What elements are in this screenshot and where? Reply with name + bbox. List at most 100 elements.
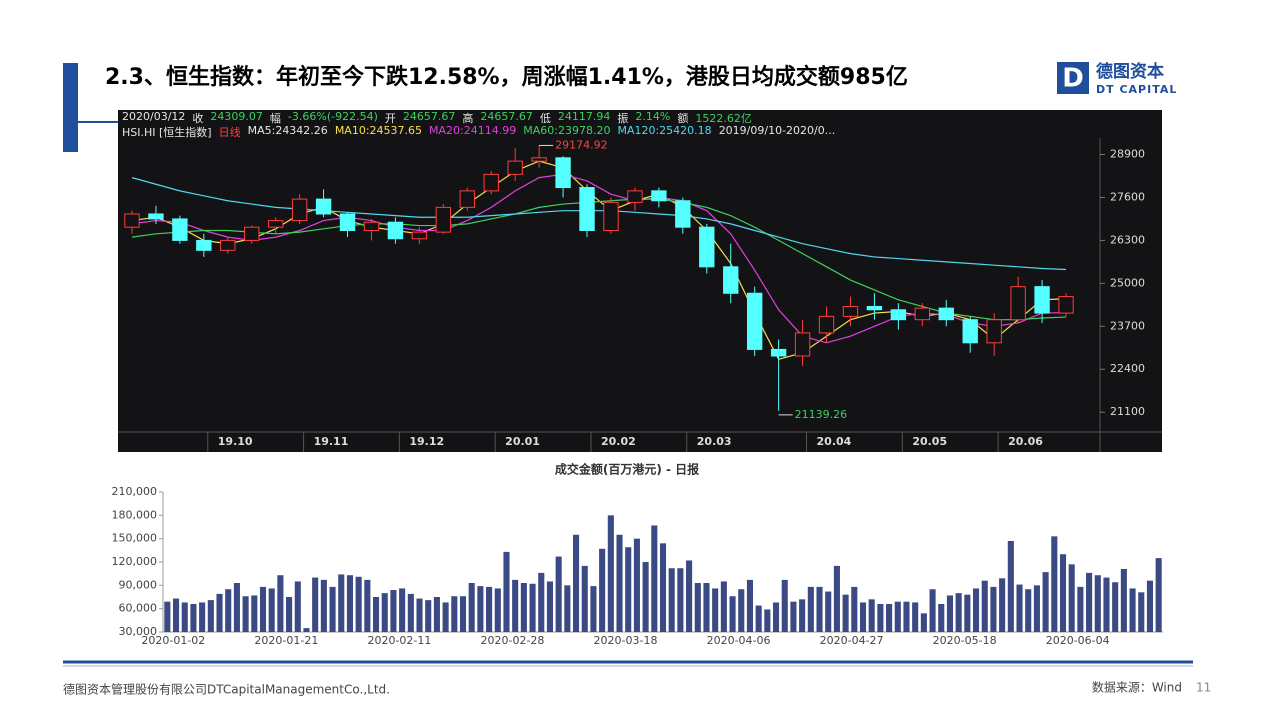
bar — [486, 586, 493, 632]
bar — [373, 597, 380, 632]
candle-body — [627, 190, 643, 203]
bar — [216, 593, 223, 632]
bar — [712, 588, 719, 632]
candle-body — [794, 332, 811, 357]
x-tick-label: 20.01 — [505, 435, 540, 448]
quote-row: 2020/03/12 收 24309.07 幅 -3.66%(-922.54) 开 2465… — [122, 110, 752, 126]
footer-company: 德图资本管理股份有限公司DTCapitalManagementCo.,Ltd. — [63, 682, 390, 697]
info-text: 2.14% — [635, 110, 671, 123]
bar — [494, 588, 501, 632]
y-tick-label: 28900 — [1110, 148, 1145, 161]
bar — [416, 598, 423, 632]
x-tick-label: 2020-01-02 — [141, 634, 205, 647]
bar — [729, 596, 736, 632]
candle-body — [459, 190, 475, 208]
y-tick-label: 21100 — [1110, 405, 1145, 418]
bar — [425, 600, 432, 632]
bar — [538, 572, 545, 632]
bar — [738, 589, 745, 632]
bar — [451, 596, 458, 632]
bar — [859, 602, 867, 632]
y-tick-label: 30,000 — [119, 625, 158, 638]
candle-body — [770, 348, 787, 357]
candle-body — [244, 226, 260, 241]
x-tick-label: 2020-02-28 — [481, 634, 545, 647]
y-tick-label: 90,000 — [119, 578, 158, 591]
info-text: 低 — [539, 112, 551, 125]
bar — [555, 556, 562, 632]
bar — [225, 589, 232, 632]
bar-title: 成交金额(百万港元) - 日报 — [555, 462, 699, 477]
bar — [259, 586, 267, 632]
bar — [981, 580, 988, 632]
info-text: MA20:24114.99 — [429, 124, 517, 137]
bar — [816, 586, 823, 632]
info-text: MA120:25420.18 — [617, 124, 712, 137]
bar — [1077, 586, 1084, 632]
info-text: 24309.07 — [210, 110, 263, 123]
bar — [503, 551, 510, 632]
bar — [581, 565, 588, 632]
accent-bar — [63, 63, 78, 152]
info-text: HSI.HI [恒生指数] — [122, 126, 212, 139]
bar — [1068, 564, 1075, 632]
x-tick-label: 20.03 — [697, 435, 732, 448]
bar — [1042, 572, 1049, 632]
candle-body — [220, 239, 236, 251]
candle-body — [148, 213, 164, 220]
bar — [564, 585, 571, 632]
candle-body — [507, 160, 523, 175]
bar — [920, 613, 927, 632]
bar — [973, 588, 980, 632]
candle-body — [914, 307, 931, 321]
info-text: MA60:23978.20 — [523, 124, 611, 137]
bar — [686, 560, 693, 632]
bar — [407, 593, 414, 632]
info-text: 1522.62亿 — [695, 112, 752, 125]
x-tick-label: 19.11 — [314, 435, 349, 448]
bar — [433, 597, 440, 632]
bar — [294, 581, 301, 632]
bar — [1120, 569, 1127, 632]
bar — [173, 598, 180, 632]
ma-line — [131, 173, 1067, 344]
bar — [381, 593, 388, 632]
candle-body — [531, 157, 547, 162]
info-text: 24657.67 — [402, 110, 456, 123]
bar — [955, 593, 962, 632]
bar — [990, 586, 997, 632]
bar — [833, 565, 840, 632]
y-tick-label: 60,000 — [119, 602, 158, 615]
bar — [233, 583, 240, 632]
candle-body — [411, 231, 428, 240]
x-tick-label: 2020-01-21 — [254, 634, 318, 647]
bar — [399, 588, 406, 632]
bar — [268, 588, 275, 632]
bar — [746, 579, 753, 632]
bar — [242, 596, 249, 632]
info-text: 收 — [192, 112, 204, 125]
bar — [599, 548, 606, 632]
info-text: 2020/03/12 — [122, 110, 186, 123]
bar — [1059, 554, 1067, 632]
bar — [659, 543, 667, 632]
bar — [520, 583, 527, 632]
bar — [190, 604, 197, 632]
bar — [1051, 536, 1058, 632]
bar — [938, 604, 945, 632]
x-tick-label: 20.06 — [1008, 435, 1043, 448]
x-tick-label: 20.02 — [601, 435, 636, 448]
info-text: 开 — [384, 112, 396, 125]
info-text: 2019/09/10-2020/0... — [718, 124, 836, 137]
info-text: 振 — [617, 112, 629, 125]
slide-title: 2.3、恒生指数：年初至今下跌12.58%，周涨幅1.41%，港股日均成交额98… — [105, 64, 908, 90]
y-tick-label: 22400 — [1110, 362, 1145, 375]
bar — [903, 601, 910, 632]
bar — [877, 604, 884, 632]
candle-body — [339, 213, 356, 231]
info-text: 24657.67 — [480, 110, 533, 123]
bar — [390, 590, 397, 632]
y-tick-label: 150,000 — [112, 532, 158, 545]
ma-line — [131, 198, 1067, 321]
